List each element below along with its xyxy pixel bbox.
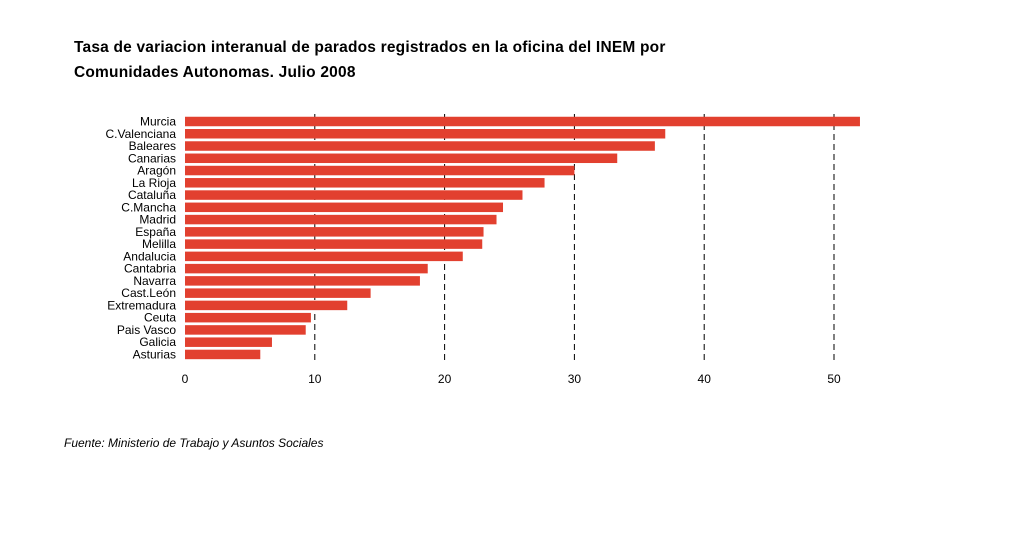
bar-2 <box>185 141 655 151</box>
bar-15 <box>185 300 348 311</box>
x-tick-label-4: 40 <box>698 372 712 386</box>
bar-7 <box>185 202 504 213</box>
category-label-15: Extremadura <box>107 298 176 312</box>
bar-8 <box>185 214 497 225</box>
bar-12 <box>185 263 428 274</box>
bar-4 <box>185 165 575 176</box>
category-label-17: Pais Vasco <box>117 323 176 337</box>
category-label-12: Cantabria <box>124 262 176 276</box>
chart-title: Tasa de variacion interanual de parados … <box>74 35 774 85</box>
category-label-6: Cataluña <box>128 188 176 202</box>
source-note: Fuente: Ministerio de Trabajo y Asuntos … <box>64 436 324 450</box>
bar-10 <box>185 239 483 249</box>
x-tick-label-0: 0 <box>182 372 189 386</box>
bar-14 <box>185 288 371 298</box>
bar-17 <box>185 325 306 335</box>
x-tick-label-1: 10 <box>308 372 322 386</box>
x-tick-label-3: 30 <box>568 372 582 386</box>
category-label-1: C.Valenciana <box>106 127 177 141</box>
bar-19 <box>185 349 261 360</box>
bar-9 <box>185 227 484 237</box>
bar-0 <box>185 116 860 127</box>
category-label-2: Baleares <box>129 139 176 153</box>
chart-title-line-1: Tasa de variacion interanual de parados … <box>74 39 666 56</box>
x-tick-label-2: 20 <box>438 372 452 386</box>
category-label-3: Canarias <box>128 151 176 165</box>
category-label-9: España <box>135 225 176 239</box>
bar-5 <box>185 178 545 188</box>
category-label-13: Navarra <box>133 274 176 288</box>
bar-11 <box>185 251 463 262</box>
category-label-10: Melilla <box>142 237 176 251</box>
category-label-7: C.Mancha <box>121 200 176 214</box>
chart-title-line-2: Comunidades Autonomas. Julio 2008 <box>74 64 356 81</box>
bar-3 <box>185 153 618 164</box>
x-tick-label-5: 50 <box>827 372 841 386</box>
bar-16 <box>185 312 311 323</box>
category-label-8: Madrid <box>139 213 176 227</box>
category-label-18: Galicia <box>139 335 176 349</box>
bar-18 <box>185 337 272 347</box>
category-label-14: Cast.León <box>121 286 176 300</box>
category-label-0: Murcia <box>140 115 176 129</box>
bar-1 <box>185 129 666 139</box>
category-label-4: Aragón <box>137 164 176 178</box>
category-label-5: La Rioja <box>132 176 176 190</box>
bar-13 <box>185 276 420 286</box>
category-label-19: Asturias <box>133 347 176 361</box>
category-label-11: Andalucia <box>123 249 176 263</box>
bar-6 <box>185 190 523 200</box>
category-label-16: Ceuta <box>144 311 176 325</box>
